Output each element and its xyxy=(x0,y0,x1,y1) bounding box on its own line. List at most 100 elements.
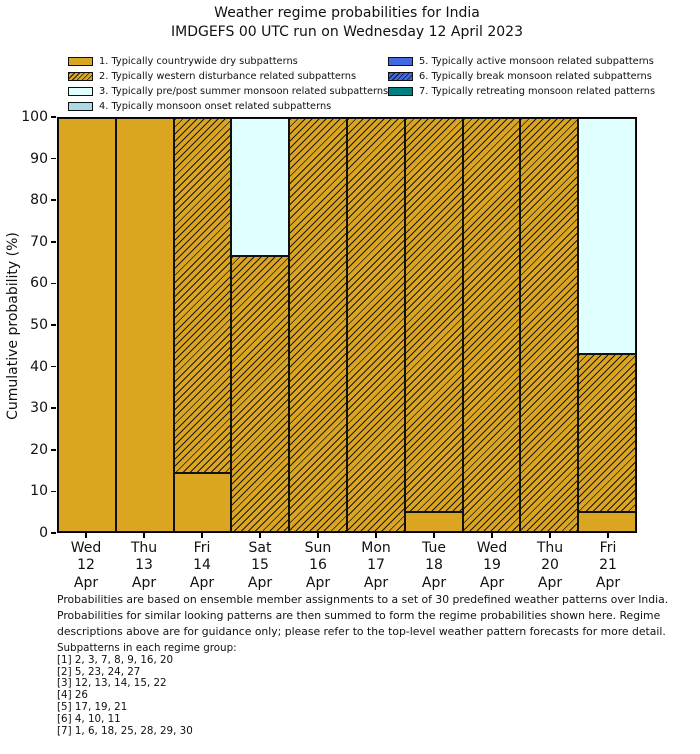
x-tick-label: Thu 13 Apr xyxy=(115,533,173,592)
y-tick xyxy=(51,199,56,201)
subpatterns-group: [3] 12, 13, 14, 15, 22 xyxy=(57,677,167,690)
y-tick-label: 70 xyxy=(30,233,48,250)
legend: 1. Typically countrywide dry subpatterns… xyxy=(0,54,700,120)
bar-segment xyxy=(404,118,463,513)
bar-segment xyxy=(231,255,290,532)
legend-item-label: 6. Typically break monsoon related subpa… xyxy=(419,71,652,82)
y-tick xyxy=(51,407,56,409)
bar xyxy=(58,118,116,532)
x-tick-label: Fri 21 Apr xyxy=(579,533,637,592)
y-tick xyxy=(51,157,56,160)
x-tick xyxy=(433,533,435,538)
subpatterns-list: Subpatterns in each regime group: [1] 2,… xyxy=(57,642,457,737)
x-tick-label-line: 12 xyxy=(77,557,95,573)
bar-segment xyxy=(231,118,290,256)
bar xyxy=(578,118,636,532)
y-tick xyxy=(51,449,56,451)
x-tick-label-line: Tue xyxy=(422,539,446,556)
y-tick xyxy=(51,532,56,534)
y-tick xyxy=(51,324,56,326)
chart-subtitle: IMDGEFS 00 UTC run on Wednesday 12 April… xyxy=(171,24,523,40)
footnote-line: descriptions above are for guidance only… xyxy=(57,624,666,638)
legend-item: 4. Typically monsoon onset related subpa… xyxy=(68,99,388,114)
subpatterns-group: [6] 4, 10, 11 xyxy=(57,712,121,725)
bar-segment xyxy=(578,512,636,532)
bar-segment xyxy=(115,118,174,532)
x-tick-label-line: Apr xyxy=(421,574,447,591)
x-tick-label-line: Thu xyxy=(130,539,158,556)
footnote: Probabilities are based on ensemble memb… xyxy=(57,592,682,639)
x-tick-label-line: 17 xyxy=(367,557,385,573)
x-tick-label-line: Apr xyxy=(479,574,505,591)
legend-item: 2. Typically western disturbance related… xyxy=(68,69,388,84)
subpatterns-group: [5] 17, 19, 21 xyxy=(57,700,128,713)
y-tick-label: 30 xyxy=(30,400,48,417)
subpatterns-header: Subpatterns in each regime group: xyxy=(57,642,237,654)
subpatterns-group: [1] 2, 3, 7, 8, 9, 16, 20 xyxy=(57,653,174,666)
bar-segment xyxy=(578,118,636,355)
x-tick-label: Sat 15 Apr xyxy=(231,533,289,592)
bar-segment xyxy=(58,118,116,532)
legend-swatch xyxy=(68,102,93,111)
x-axis-labels: Wed 12 Apr Thu 13 Apr Fri 14 Apr Sat 15 Apr Sun 16 Apr… xyxy=(57,533,637,592)
legend-item: 3. Typically pre/post summer monsoon rel… xyxy=(68,84,388,99)
bar xyxy=(115,118,174,532)
x-tick-label-line: 18 xyxy=(425,557,443,573)
legend-item: 1. Typically countrywide dry subpatterns xyxy=(68,54,388,69)
legend-swatch xyxy=(68,87,93,96)
y-tick-label: 90 xyxy=(30,150,48,167)
y-tick-label: 40 xyxy=(30,358,48,375)
legend-item-label: 3. Typically pre/post summer monsoon rel… xyxy=(99,86,389,97)
bar xyxy=(173,118,232,532)
x-tick-label-line: Wed xyxy=(70,539,102,556)
legend-item: 7. Typically retreating monsoon related … xyxy=(388,84,655,99)
x-tick-label-line: 20 xyxy=(541,557,559,573)
bar xyxy=(346,118,405,532)
y-tick xyxy=(51,116,56,118)
bar-segment xyxy=(173,118,232,473)
x-tick-label: Mon 17 Apr xyxy=(347,533,405,592)
x-tick xyxy=(375,533,377,538)
x-tick-label-line: Apr xyxy=(247,574,273,591)
bar xyxy=(231,118,290,532)
x-tick-label-line: 15 xyxy=(251,557,269,573)
plot-area xyxy=(57,117,637,533)
x-tick-label-line: Apr xyxy=(363,574,389,591)
x-tick xyxy=(549,533,551,538)
x-tick-label-line: Apr xyxy=(131,574,157,591)
x-tick-label-line: Apr xyxy=(73,574,99,591)
x-tick-label: Sun 16 Apr xyxy=(289,533,347,592)
y-tick-label: 50 xyxy=(30,317,48,333)
x-tick-label: Wed 19 Apr xyxy=(463,533,521,592)
x-tick-label-line: 21 xyxy=(599,557,617,573)
bar-segment xyxy=(346,118,405,532)
x-tick-label-line: Apr xyxy=(189,574,215,591)
legend-column-1: 1. Typically countrywide dry subpatterns… xyxy=(68,54,388,114)
legend-item-label: 5. Typically active monsoon related subp… xyxy=(419,56,654,67)
subpatterns-group: [7] 1, 6, 18, 25, 28, 29, 30 xyxy=(57,724,193,737)
y-tick xyxy=(51,282,56,285)
legend-item: 6. Typically break monsoon related subpa… xyxy=(388,69,655,84)
y-tick-label: 0 xyxy=(39,525,48,541)
x-tick-label-line: 16 xyxy=(309,557,327,573)
y-tick-label: 60 xyxy=(30,275,48,292)
bar-segment xyxy=(173,472,232,532)
x-tick xyxy=(259,533,261,538)
x-tick-label: Tue 18 Apr xyxy=(405,533,463,592)
x-tick-label-line: Fri xyxy=(599,539,617,556)
legend-item: 5. Typically active monsoon related subp… xyxy=(388,54,655,69)
footnote-line: Probabilities are based on ensemble memb… xyxy=(57,593,669,606)
bar xyxy=(289,118,347,532)
legend-column-2: 5. Typically active monsoon related subp… xyxy=(388,54,655,99)
x-tick xyxy=(607,533,609,538)
x-tick xyxy=(201,533,203,538)
footnote-line: Probabilities for similar looking patter… xyxy=(57,608,661,622)
x-tick xyxy=(491,533,493,538)
legend-swatch xyxy=(388,57,413,66)
x-tick-label-line: Apr xyxy=(595,574,621,591)
x-tick-label-line: Wed xyxy=(476,539,508,556)
legend-swatch xyxy=(388,72,413,81)
subpatterns-group: [4] 26 xyxy=(57,689,88,702)
x-tick-label-line: 14 xyxy=(193,557,211,573)
